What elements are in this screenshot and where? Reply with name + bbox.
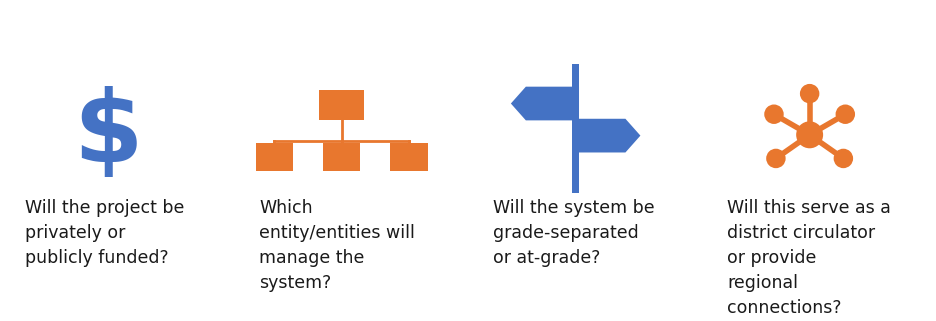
Ellipse shape	[767, 149, 785, 168]
Bar	[390, 143, 428, 171]
Ellipse shape	[800, 84, 819, 103]
Ellipse shape	[836, 105, 856, 124]
Bar	[323, 143, 360, 171]
Bar	[319, 90, 364, 120]
Polygon shape	[511, 87, 579, 120]
Ellipse shape	[834, 149, 853, 168]
Text: Will the project be
privately or
publicly funded?: Will the project be privately or publicl…	[25, 199, 184, 267]
Ellipse shape	[764, 105, 783, 124]
Ellipse shape	[797, 121, 823, 148]
Text: $: $	[73, 86, 142, 183]
Bar	[572, 64, 579, 193]
Bar	[256, 143, 293, 171]
Polygon shape	[572, 119, 640, 152]
Text: Will the system be
grade-separated
or at-grade?: Will the system be grade-separated or at…	[493, 199, 655, 267]
Text: Will this serve as a
district circulator
or provide
regional
connections?: Will this serve as a district circulator…	[727, 199, 891, 317]
Text: Which
entity/entities will
manage the
system?: Which entity/entities will manage the sy…	[259, 199, 416, 292]
